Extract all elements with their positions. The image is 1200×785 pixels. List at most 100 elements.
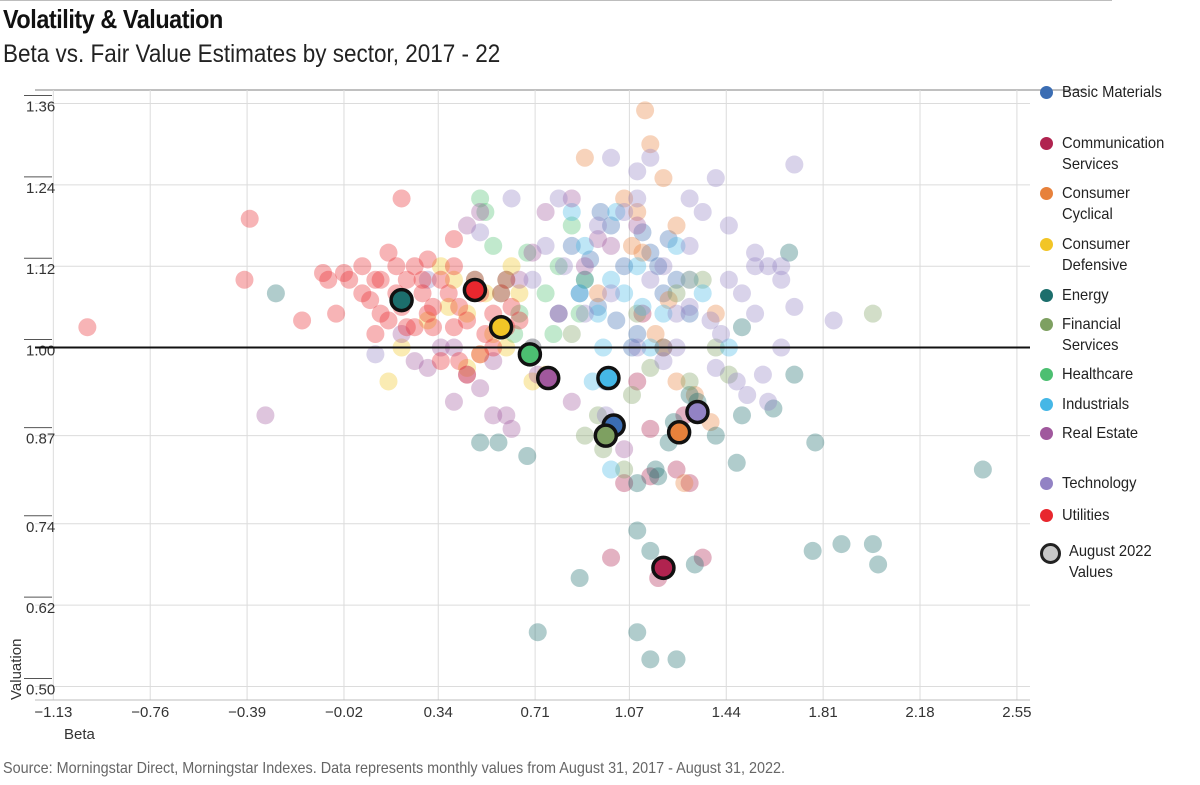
- data-point: [431, 270, 450, 289]
- data-point: [641, 419, 660, 438]
- data-point: [549, 257, 568, 276]
- source-note: Source: Morningstar Direct, Morningstar …: [3, 760, 786, 777]
- data-point: [575, 304, 594, 323]
- legend-item: Energy: [1040, 285, 1182, 306]
- data-point: [973, 460, 992, 479]
- data-point: [371, 304, 390, 323]
- legend-item-august: August 2022 Values: [1040, 541, 1189, 583]
- data-point: [863, 535, 882, 554]
- data-point: [353, 257, 372, 276]
- data-point: [502, 297, 521, 316]
- y-tick-label: 0.74: [26, 519, 55, 536]
- data-point: [667, 270, 686, 289]
- data-point: [484, 352, 503, 371]
- data-point: [397, 318, 416, 337]
- data-point: [680, 270, 699, 289]
- data-point: [549, 304, 568, 323]
- data-point: [685, 386, 704, 404]
- data-point: [458, 304, 477, 323]
- data-point: [667, 304, 686, 323]
- data-point: [502, 257, 521, 276]
- x-tick-label: 2.18: [905, 704, 934, 721]
- legend-item: Technology: [1040, 473, 1182, 494]
- data-point: [502, 419, 521, 438]
- data-point: [413, 270, 432, 289]
- data-point: [654, 257, 673, 276]
- data-point: [732, 284, 751, 303]
- data-point: [562, 236, 581, 255]
- data-point: [759, 257, 778, 276]
- data-point: [484, 406, 503, 425]
- x-tick-label: 1.44: [712, 704, 741, 721]
- data-point: [693, 284, 712, 303]
- data-point: [424, 297, 442, 316]
- legend-label: Healthcare: [1062, 366, 1134, 383]
- data-point: [379, 372, 398, 391]
- data-point: [628, 474, 647, 493]
- x-tick-label: −1.13: [34, 704, 72, 721]
- data-point: [471, 345, 490, 364]
- data-point: [536, 284, 555, 303]
- legend-label: Real Estate: [1062, 425, 1139, 442]
- data-point: [628, 216, 647, 235]
- data-point: [334, 264, 353, 282]
- x-tick-label: 2.55: [1002, 704, 1031, 721]
- chart-title: Volatility & Valuation: [3, 4, 223, 34]
- august-2022-point: [593, 423, 619, 448]
- data-point: [863, 304, 882, 323]
- data-point: [418, 250, 437, 269]
- data-point: [667, 216, 686, 235]
- data-point: [680, 297, 699, 316]
- data-point: [641, 541, 660, 560]
- data-point: [444, 230, 463, 249]
- august-2022-point: [666, 420, 692, 445]
- data-point: [570, 304, 589, 323]
- data-point: [602, 548, 621, 567]
- august-2022-point: [389, 287, 414, 313]
- legend-item: Consumer Cyclical: [1040, 183, 1182, 225]
- august-2022-point: [462, 277, 488, 303]
- data-point: [732, 318, 751, 337]
- data-point: [667, 284, 686, 303]
- data-point: [476, 203, 495, 221]
- data-point: [785, 297, 804, 316]
- data-point: [602, 216, 621, 235]
- data-point: [602, 236, 621, 255]
- legend-swatch: [1040, 187, 1053, 200]
- data-point: [641, 243, 660, 262]
- legend-label: Technology: [1062, 475, 1137, 492]
- data-point: [366, 270, 385, 289]
- data-point: [803, 541, 822, 560]
- data-point: [680, 474, 699, 493]
- august-2022-points: [389, 277, 710, 581]
- data-point: [667, 372, 686, 391]
- legend-swatch: [1040, 86, 1053, 99]
- data-point: [497, 406, 516, 425]
- legend-swatch: [1040, 509, 1053, 522]
- data-point: [240, 209, 259, 228]
- legend-label: Consumer Cyclical: [1062, 185, 1130, 223]
- data-point: [869, 555, 888, 574]
- data-point: [418, 304, 437, 323]
- data-point: [471, 223, 490, 242]
- data-point: [502, 189, 521, 208]
- data-point: [484, 236, 503, 255]
- data-point: [719, 365, 738, 384]
- data-point: [570, 284, 589, 303]
- data-point: [575, 426, 594, 445]
- data-point: [510, 284, 529, 303]
- data-point: [405, 257, 424, 276]
- data-point: [549, 304, 568, 323]
- legend-label: Financial Services: [1062, 316, 1121, 354]
- data-point: [759, 392, 778, 411]
- legend-swatch: [1040, 427, 1053, 440]
- data-point: [636, 101, 655, 120]
- data-point: [458, 365, 477, 384]
- legend-item: Healthcare: [1040, 364, 1182, 385]
- data-point: [536, 203, 555, 221]
- data-point: [575, 236, 594, 255]
- data-point: [628, 372, 647, 391]
- data-point: [641, 650, 660, 669]
- data-point: [570, 284, 589, 303]
- data-point: [633, 304, 652, 323]
